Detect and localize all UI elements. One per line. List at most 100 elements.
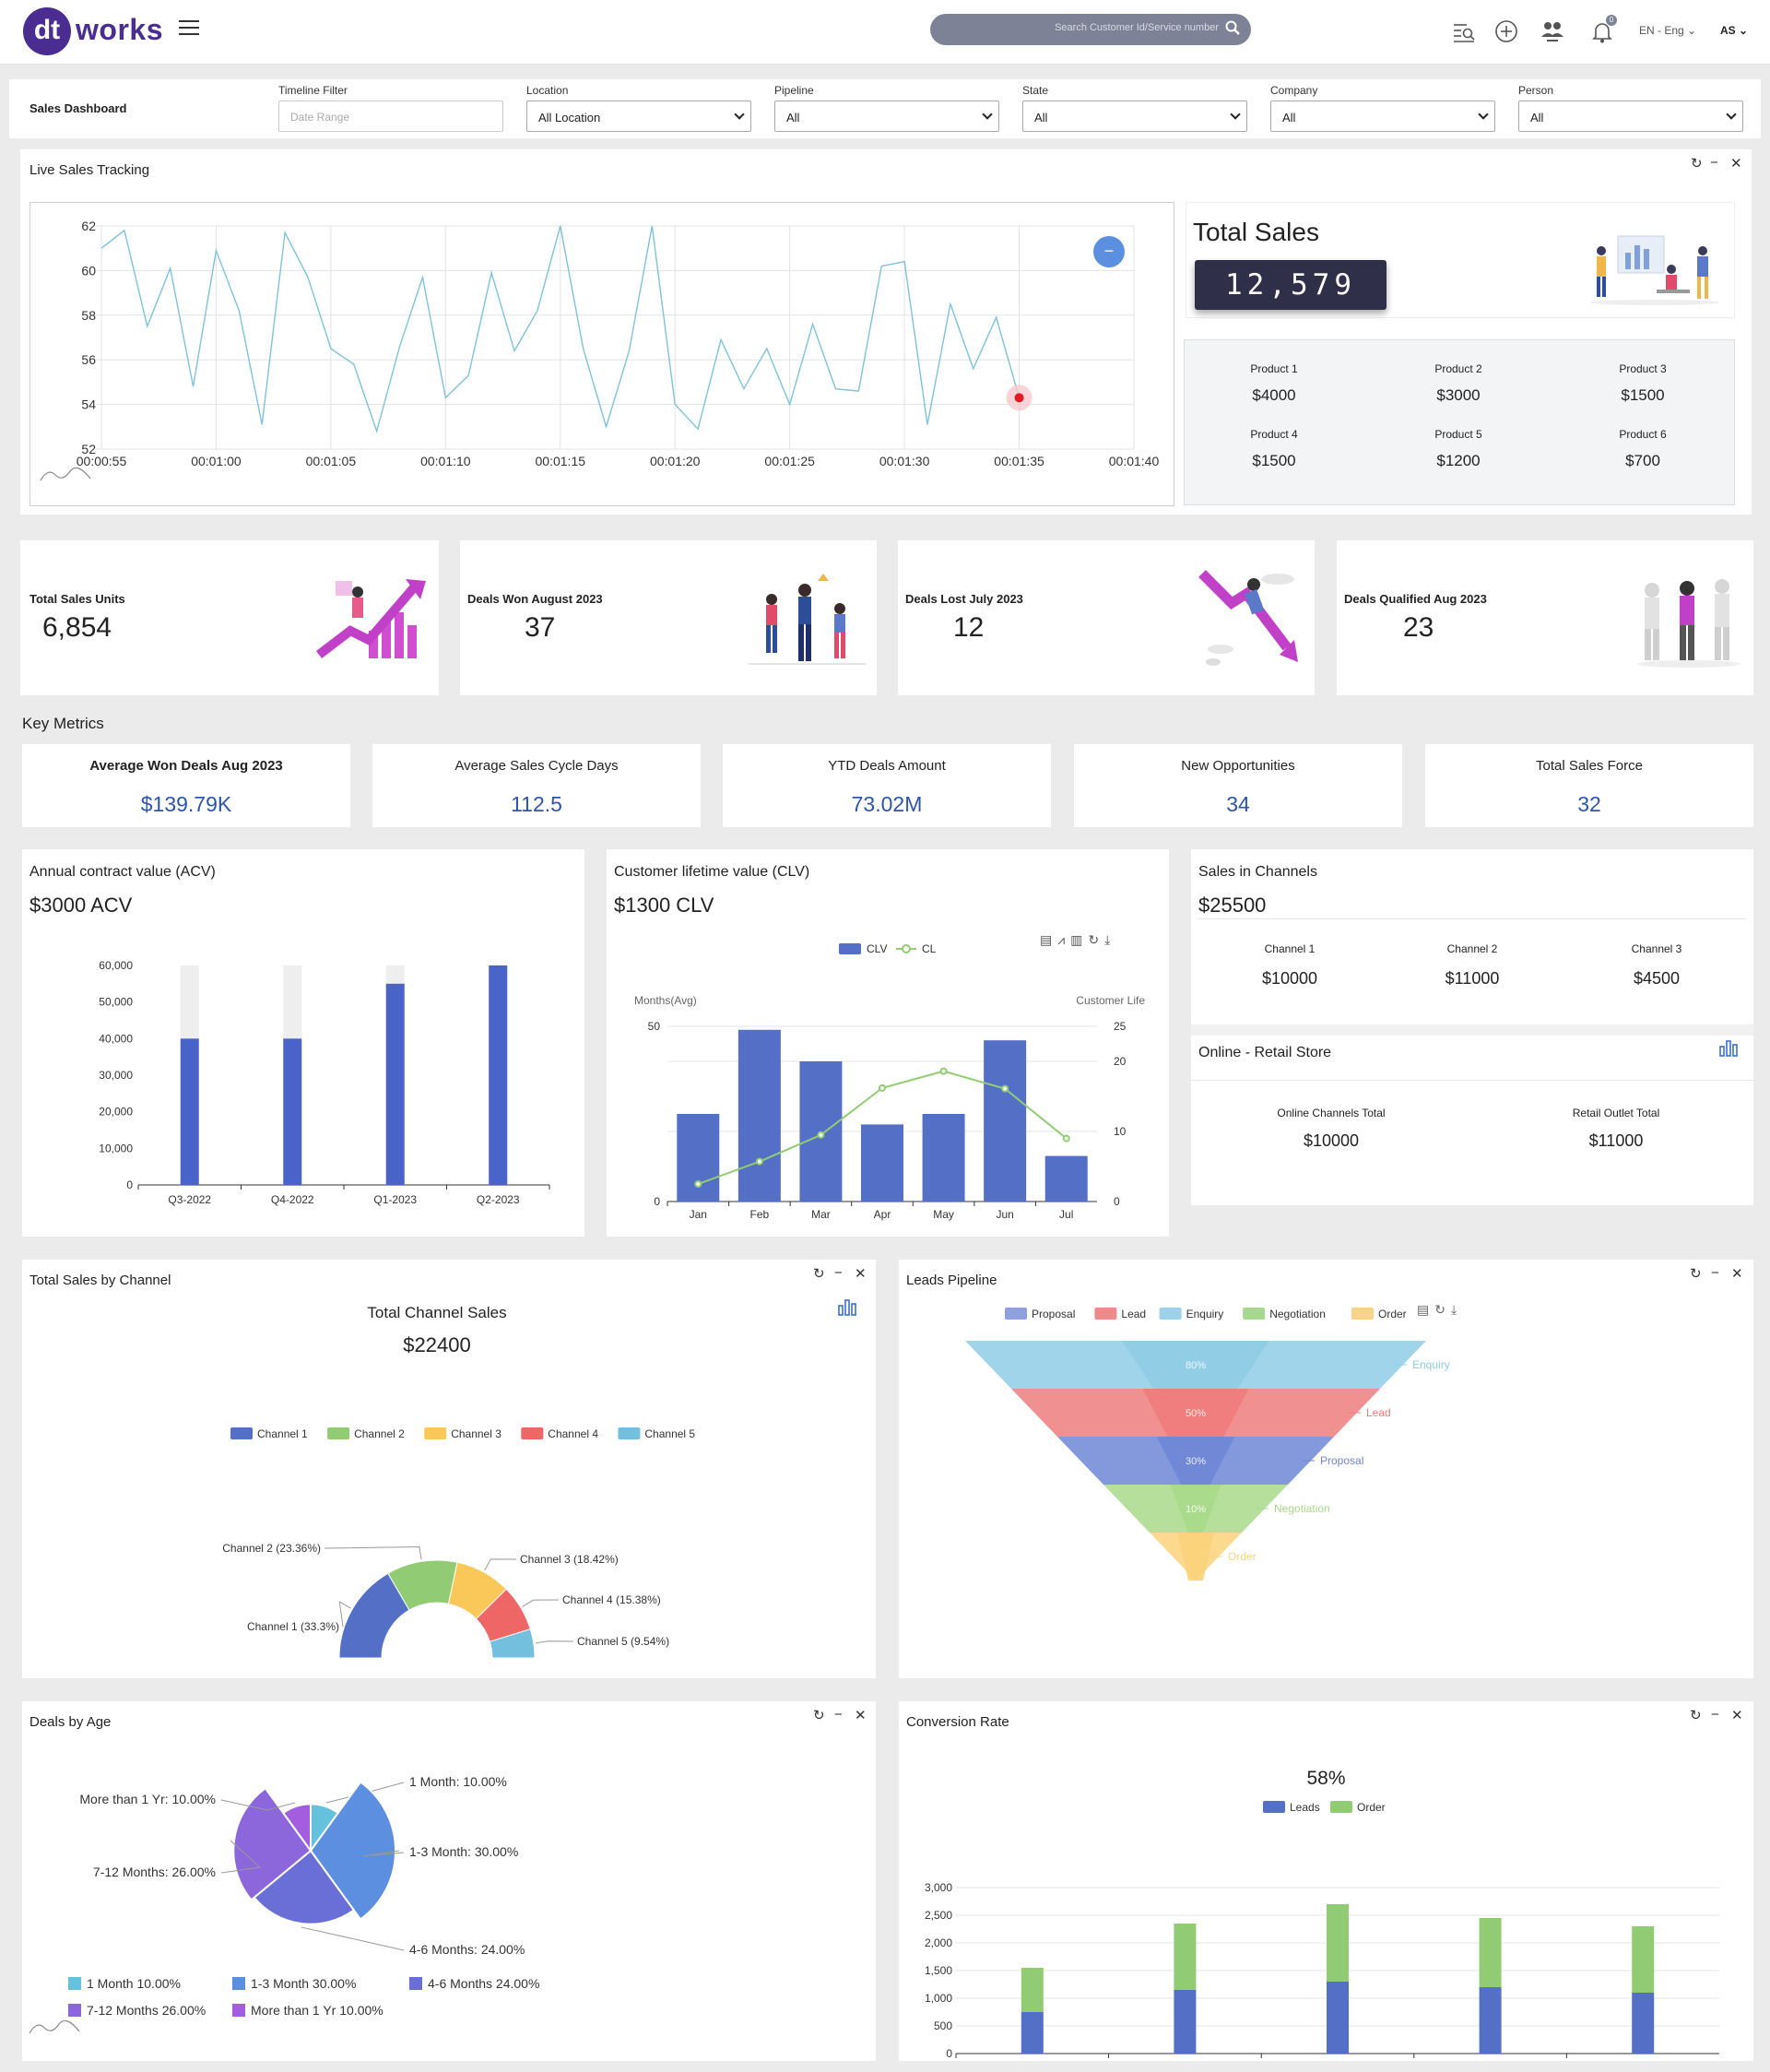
acv-bar [489,965,508,1185]
company-select[interactable]: All [1270,101,1495,132]
legend-label: Negotiation [1269,1308,1326,1320]
stage-label: Lead [1366,1406,1391,1419]
y-tick-label: 0 [654,1195,660,1208]
location-label: Location [526,84,569,97]
legend-label: Proposal [1032,1308,1075,1320]
team-illustration [1590,235,1719,305]
bar-chart-icon[interactable] [1718,1037,1739,1058]
minimize-icon[interactable]: − [1710,155,1718,171]
channel-value: $4500 [1633,969,1681,988]
slice-leader-line [301,1926,405,1951]
data-view-icon[interactable]: ▤ [1040,932,1058,947]
brand-logo-text[interactable]: works [76,13,163,46]
x-tick-label: May [1174,2060,1196,2061]
x-tick-label: Jun [996,1208,1013,1221]
download-icon[interactable]: ⤓ [1104,932,1116,947]
location-select[interactable]: All Location [526,101,751,132]
legend-swatch [1351,1308,1374,1320]
timeline-filter-label: Timeline Filter [278,84,348,97]
cl-point [694,1180,702,1188]
product-name: Product 1 [1250,362,1298,375]
close-icon[interactable]: ✕ [1731,1266,1743,1282]
close-icon[interactable]: ✕ [1731,1708,1743,1723]
list-search-icon[interactable] [1451,18,1477,44]
slice-label: 4-6 Months: 24.00% [409,1942,525,1957]
close-icon[interactable]: ✕ [855,1266,867,1282]
x-tick-label: 00:01:10 [420,454,471,468]
clv-bar [677,1114,720,1202]
date-range-input[interactable]: Date Range [278,101,503,132]
divider [1191,1024,1753,1036]
stat-value: 23 [1403,612,1434,643]
download-icon[interactable]: ⤓ [1450,1302,1463,1317]
refresh-icon[interactable]: ↻ [1690,1266,1702,1282]
state-select[interactable]: All [1022,101,1247,132]
y-tick-label: 60,000 [99,959,133,972]
refresh-icon[interactable]: ↻ [1691,156,1703,172]
x-tick-label: May [933,1208,954,1221]
stat-card: Total Sales Units 6,854 [20,540,439,695]
y-tick-label: 2,500 [925,1909,952,1922]
slice-leader-line [484,1558,517,1571]
user-menu[interactable]: AS ⌄ [1720,24,1749,37]
minimize-icon[interactable]: − [1711,1707,1719,1723]
person-value: All [1530,111,1544,124]
notification-bell-icon[interactable] [1589,18,1615,44]
search-icon[interactable] [1225,20,1240,35]
x-tick-label: 00:01:30 [879,454,930,468]
retail-value: $11000 [1588,1131,1644,1150]
stat-card: Deals Qualified Aug 2023 23 [1337,540,1753,695]
refresh-icon[interactable]: ↻ [1690,1708,1702,1723]
funnel-stage-inner [1170,1485,1221,1533]
slice-label: 1 Month: 10.00% [409,1774,507,1789]
channels-panel: Sales in Channels $25500 Channel 1 $1000… [1191,849,1753,1205]
y-tick-label-right: 20 [1114,1055,1127,1068]
add-circle-icon[interactable] [1493,18,1519,44]
stat-label: Deals Won August 2023 [467,592,603,606]
legend-swatch [521,1427,544,1439]
minimize-icon[interactable]: − [834,1707,843,1723]
product-name: Product 2 [1434,362,1482,375]
hamburger-menu-icon[interactable] [179,20,199,37]
legend-label: Channel 3 [451,1427,502,1440]
x-tick-label: 00:01:40 [1109,454,1160,468]
close-icon[interactable]: ✕ [1730,156,1742,172]
metric-value: 32 [1577,792,1601,816]
person-select[interactable]: All [1518,101,1743,132]
refresh-icon[interactable]: ↻ [813,1708,825,1723]
minimize-icon[interactable]: − [1711,1265,1719,1281]
retail-name: Online Channels Total [1277,1107,1386,1119]
search-input[interactable]: Search Customer Id/Service number [930,14,1251,45]
metric-card: New Opportunities 34 [1074,744,1402,827]
y-tick-label-right: 25 [1114,1020,1127,1033]
users-icon[interactable] [1540,18,1565,44]
pipeline-select[interactable]: All [774,101,999,132]
restore-icon[interactable]: ↻ [1434,1302,1451,1317]
bar-chart-icon[interactable] [837,1296,857,1317]
channel-sales-subtitle: Total Channel Sales [367,1304,507,1321]
minimize-icon[interactable]: − [834,1265,843,1281]
slice-label: More than 1 Yr: 10.00% [79,1792,216,1806]
brand-logo-badge[interactable]: dt [23,7,71,55]
zoom-out-button[interactable]: − [1093,236,1125,267]
panel-title: Leads Pipeline [906,1273,997,1288]
bar-chart-icon[interactable]: ▥ [1070,932,1089,947]
y-axis-right-label: Customer Life [1076,994,1145,1007]
legend-swatch [618,1427,641,1439]
panel-title: Customer lifetime value (CLV) [614,864,810,880]
funnel-stage-inner [1142,1389,1249,1437]
stat-card: Deals Lost July 2023 12 [898,540,1315,695]
location-value: All Location [538,111,601,124]
slice-leader-line [338,1601,351,1628]
data-view-icon[interactable]: ▤ [1417,1302,1435,1317]
legend-label: Order [1378,1308,1407,1320]
language-selector[interactable]: EN - Eng ⌄ [1639,24,1697,37]
channel-value: $10000 [1261,969,1318,988]
line-chart-icon[interactable]: ⩘ [1057,932,1071,947]
restore-icon[interactable]: ↻ [1088,932,1105,947]
legend-label: Enquiry [1186,1308,1224,1320]
close-icon[interactable]: ✕ [855,1708,867,1723]
leads-pipeline-panel: Leads Pipeline ↻ − ✕ ▤↻⤓ Proposal Lead Enq… [899,1260,1753,1678]
refresh-icon[interactable]: ↻ [813,1266,825,1282]
slice-label: Channel 1 (33.3%) [247,1620,339,1633]
